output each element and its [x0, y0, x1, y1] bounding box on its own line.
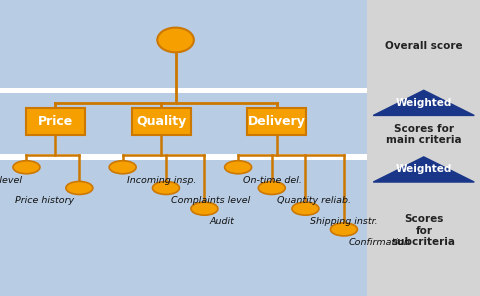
Text: Scores
for
subcriteria: Scores for subcriteria [391, 214, 455, 247]
Polygon shape [372, 90, 473, 115]
Bar [366, 0, 480, 296]
Text: Quality: Quality [136, 115, 186, 128]
Text: Weighted: Weighted [395, 98, 451, 108]
Bar [0, 0, 366, 88]
Bar [0, 160, 366, 296]
FancyBboxPatch shape [131, 107, 190, 135]
Text: Quantity reliab.: Quantity reliab. [276, 196, 350, 205]
Ellipse shape [152, 181, 179, 194]
Text: Incoming insp.: Incoming insp. [127, 176, 196, 184]
Text: Audit: Audit [209, 217, 234, 226]
Text: Complaints level: Complaints level [170, 196, 250, 205]
Text: On-time del.: On-time del. [242, 176, 301, 184]
Text: Price: Price [37, 115, 73, 128]
Bar [0, 93, 366, 154]
Ellipse shape [224, 161, 251, 174]
Ellipse shape [330, 223, 357, 236]
FancyBboxPatch shape [247, 107, 305, 135]
Text: Weighted: Weighted [395, 165, 451, 174]
Text: Price history: Price history [15, 196, 74, 205]
Bar [0, 88, 366, 93]
Ellipse shape [157, 28, 193, 52]
Ellipse shape [13, 161, 40, 174]
Bar [0, 154, 366, 160]
Polygon shape [372, 157, 473, 182]
FancyBboxPatch shape [26, 107, 84, 135]
Text: Overall score: Overall score [384, 41, 462, 51]
Ellipse shape [191, 202, 217, 215]
Text: Shipping instr.: Shipping instr. [310, 217, 377, 226]
Text: Price level: Price level [0, 176, 22, 184]
Ellipse shape [109, 161, 136, 174]
Text: Confirmation: Confirmation [348, 238, 409, 247]
Ellipse shape [258, 181, 285, 194]
Ellipse shape [291, 202, 318, 215]
Text: Scores for
main criteria: Scores for main criteria [385, 124, 461, 145]
Text: Delivery: Delivery [247, 115, 305, 128]
Ellipse shape [66, 181, 93, 194]
